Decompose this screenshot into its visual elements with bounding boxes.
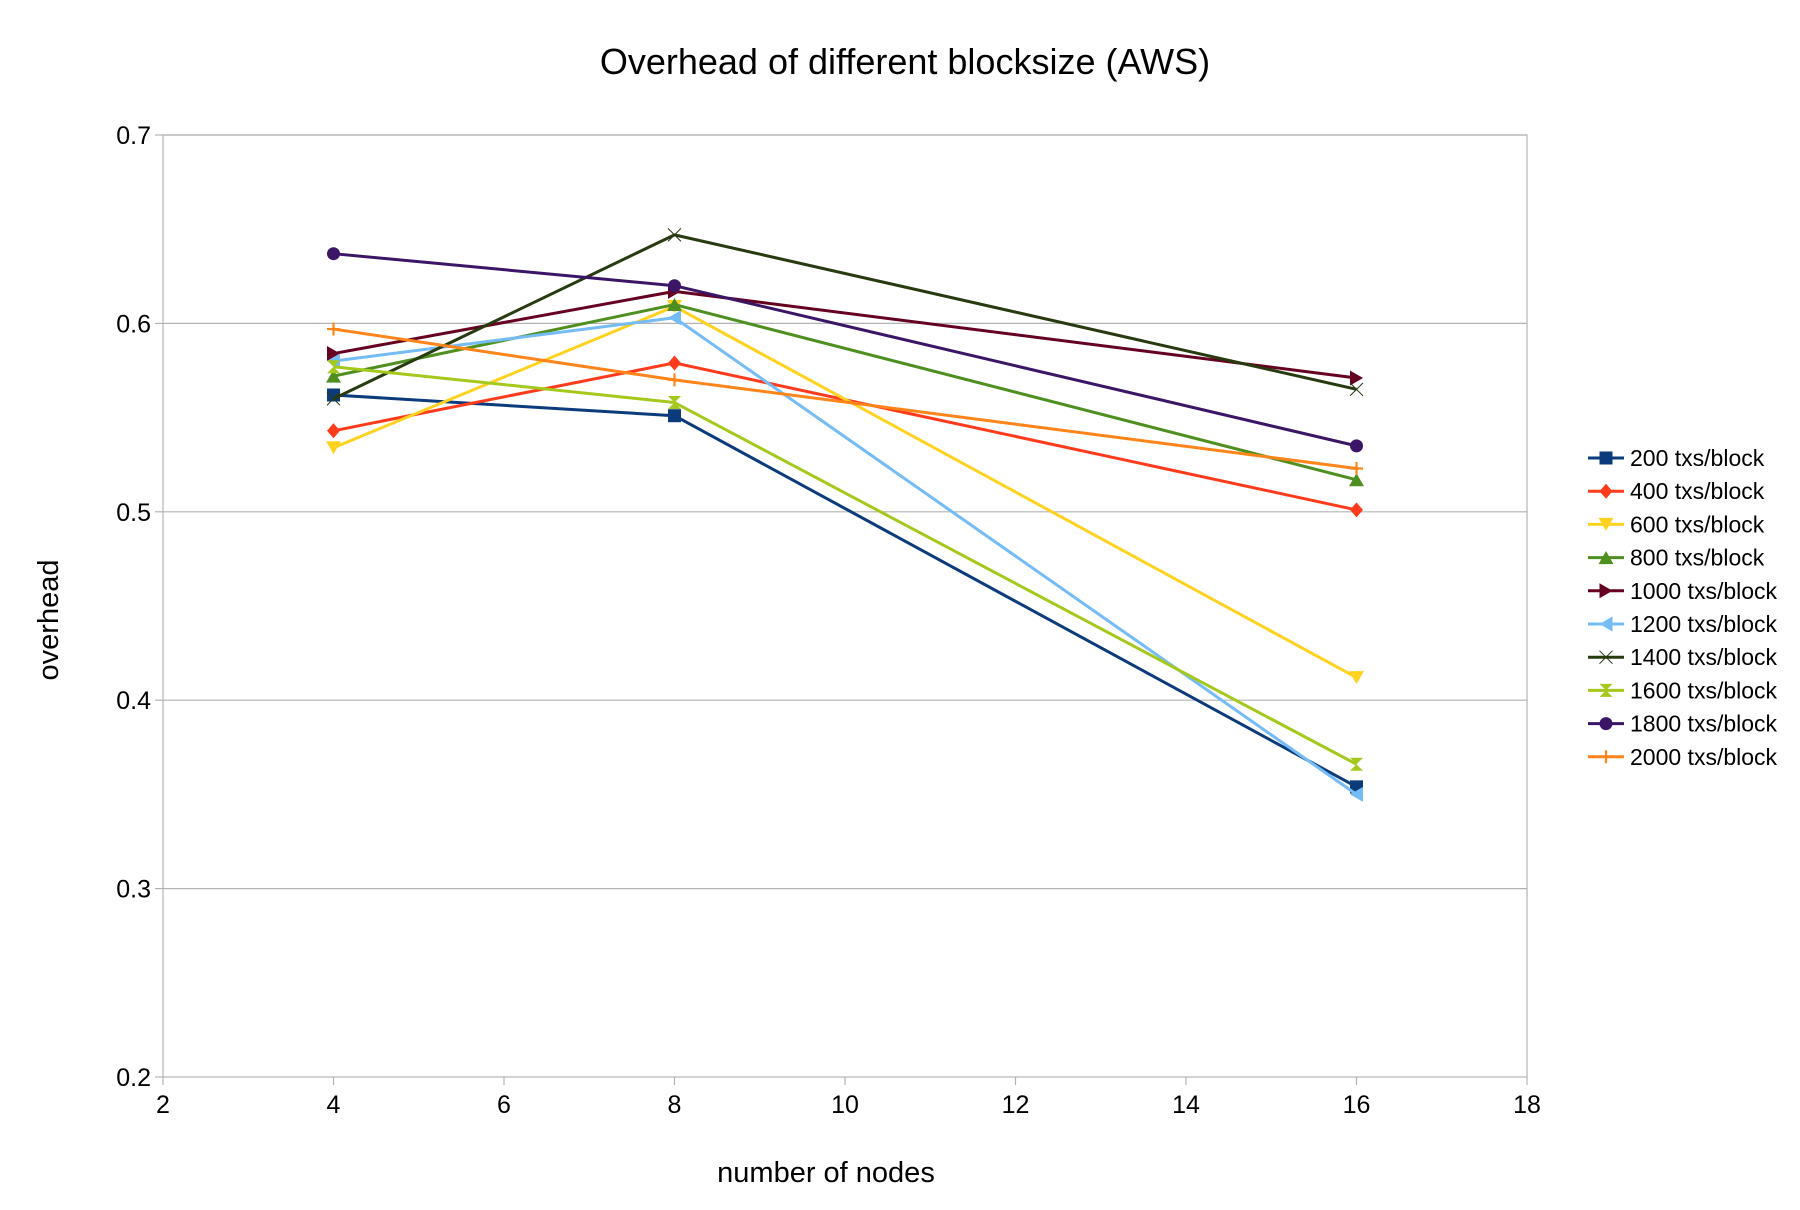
- y-tick-label: 0.2: [116, 1064, 151, 1092]
- legend-swatch-marker: [1599, 616, 1613, 632]
- data-point: [327, 346, 340, 362]
- data-point: [326, 441, 341, 455]
- data-point: [1349, 473, 1364, 487]
- x-tick-label: 2: [156, 1091, 170, 1119]
- data-point: [668, 355, 681, 371]
- series-6: [327, 310, 1363, 802]
- chart-title: Overhead of different blocksize (AWS): [600, 41, 1210, 82]
- data-point: [1349, 382, 1364, 397]
- series-7: [326, 227, 1364, 406]
- legend-label: 1200 txs/block: [1630, 611, 1778, 637]
- legend-swatch-marker: [1599, 650, 1613, 665]
- series-9: [327, 247, 1363, 453]
- x-tick-label: 16: [1343, 1091, 1371, 1119]
- legend-swatch-marker: [1599, 717, 1613, 731]
- y-tick-label: 0.3: [116, 876, 151, 904]
- data-point: [667, 298, 682, 312]
- data-point: [326, 391, 341, 406]
- axes: 0.2 0.3 0.4 0.5 0.6 0.7 2 4 6 8 10 12 14 16 18: [116, 122, 1541, 1119]
- y-tick-label: 0.5: [116, 499, 151, 527]
- data-point: [668, 279, 681, 293]
- data-point: [1350, 786, 1363, 802]
- legend-label: 1600 txs/block: [1630, 677, 1778, 703]
- legend-swatch-marker: [1599, 750, 1613, 764]
- series-5: [327, 283, 1363, 386]
- series-8: [327, 360, 1363, 771]
- data-point: [1350, 439, 1363, 453]
- x-tick-label: 10: [831, 1091, 859, 1119]
- data-point: [327, 423, 340, 439]
- legend-swatch-marker: [1599, 683, 1613, 697]
- series-group: [326, 227, 1364, 802]
- series-line: [332, 233, 1357, 401]
- x-tick-label: 12: [1002, 1091, 1030, 1119]
- legend-swatch-marker: [1599, 483, 1613, 499]
- legend-item-7: 1400 txs/block: [1588, 644, 1778, 670]
- series-line: [333, 316, 1358, 796]
- x-axis-label: number of nodes: [717, 1157, 935, 1189]
- series-4: [326, 298, 1364, 487]
- legend-label: 200 txs/block: [1630, 445, 1765, 471]
- data-point: [1350, 757, 1363, 771]
- x-tick-label: 14: [1172, 1091, 1200, 1119]
- legend-swatch-marker: [1599, 451, 1613, 465]
- series-10: [327, 322, 1363, 475]
- legend-item-2: 400 txs/block: [1588, 478, 1765, 504]
- data-point: [326, 369, 341, 383]
- y-tick-label: 0.6: [116, 310, 151, 338]
- legend-item-4: 800 txs/block: [1588, 545, 1765, 571]
- legend-item-8: 1600 txs/block: [1588, 677, 1778, 703]
- series-2: [327, 355, 1363, 518]
- data-point: [668, 373, 681, 387]
- series-line: [333, 365, 1358, 766]
- data-point: [1350, 370, 1363, 386]
- plot-frame: [162, 134, 1528, 1078]
- legend-label: 1000 txs/block: [1630, 578, 1778, 604]
- data-point: [1350, 461, 1363, 475]
- legend: 200 txs/block 400 txs/block 600 txs/block 8…: [1588, 445, 1778, 770]
- data-point: [668, 396, 681, 410]
- legend-item-3: 600 txs/block: [1588, 511, 1765, 537]
- data-point: [668, 409, 681, 423]
- x-tick-label: 4: [327, 1091, 341, 1119]
- series-line: [333, 289, 1357, 380]
- legend-label: 1800 txs/block: [1630, 711, 1778, 737]
- data-point: [667, 227, 682, 242]
- gridlines: [163, 134, 1527, 890]
- data-point: [327, 322, 340, 336]
- x-tick-label: 18: [1513, 1091, 1541, 1119]
- legend-label: 1400 txs/block: [1630, 644, 1778, 670]
- legend-item-1: 200 txs/block: [1588, 445, 1765, 471]
- data-point: [1349, 671, 1364, 685]
- legend-swatch-marker: [1598, 517, 1614, 531]
- legend-label: 800 txs/block: [1630, 545, 1765, 571]
- series-line: [333, 303, 1357, 482]
- legend-label: 600 txs/block: [1630, 511, 1765, 537]
- data-point: [327, 247, 340, 261]
- legend-item-6: 1200 txs/block: [1588, 611, 1778, 637]
- series-line: [333, 393, 1358, 789]
- y-tick-label: 0.7: [116, 122, 151, 150]
- legend-swatch-marker: [1598, 551, 1614, 565]
- data-point: [1350, 502, 1363, 518]
- x-tick-label: 8: [668, 1091, 682, 1119]
- legend-item-10: 2000 txs/block: [1588, 744, 1778, 770]
- legend-label: 400 txs/block: [1630, 478, 1765, 504]
- x-tick-label: 6: [497, 1091, 511, 1119]
- data-point: [327, 360, 340, 374]
- legend-label: 2000 txs/block: [1630, 744, 1778, 770]
- data-point: [668, 310, 681, 326]
- legend-swatch-marker: [1599, 583, 1613, 599]
- y-tick-label: 0.4: [116, 687, 151, 715]
- legend-item-5: 1000 txs/block: [1588, 578, 1778, 604]
- legend-item-9: 1800 txs/block: [1588, 711, 1778, 737]
- y-axis-label: overhead: [33, 560, 65, 681]
